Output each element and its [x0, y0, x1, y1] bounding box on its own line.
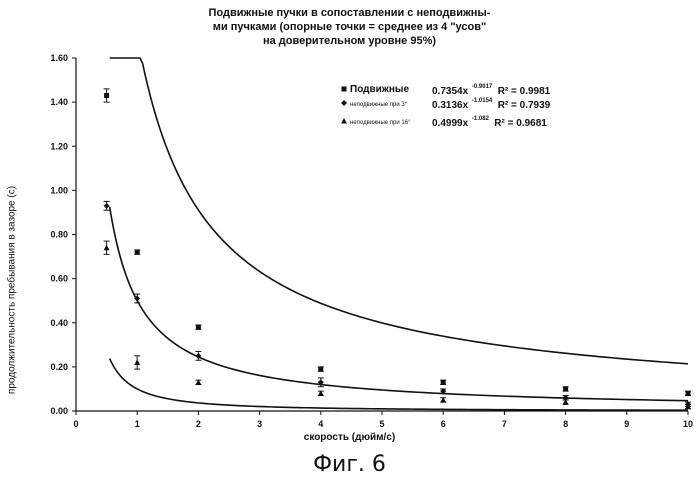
data-point-square: [441, 380, 446, 385]
legend-equation: 0.4999x: [432, 118, 469, 129]
y-tick-label: 1.00: [50, 185, 68, 195]
data-point-square: [563, 386, 568, 391]
legend-marker-square: [342, 87, 347, 92]
legend-label: Подвижные: [350, 84, 409, 95]
legend-equation: 0.7354x: [432, 86, 469, 97]
x-tick-label: 9: [624, 419, 629, 429]
y-tick-label: 0.80: [50, 230, 68, 240]
legend-exponent: -0.9017: [472, 84, 493, 90]
x-tick-label: 3: [257, 419, 262, 429]
y-tick-label: 0.00: [50, 406, 68, 416]
legend-exponent: -1.082: [472, 116, 490, 122]
data-point-square: [196, 325, 201, 330]
y-tick-label: 0.20: [50, 362, 68, 372]
data-point-square: [135, 250, 140, 255]
legend-r2: R² = 0.9681: [494, 118, 547, 129]
x-tick-label: 8: [563, 419, 568, 429]
y-tick-label: 0.60: [50, 274, 68, 284]
legend-r2: R² = 0.9981: [498, 86, 551, 97]
y-tick-label: 1.20: [50, 141, 68, 151]
legend-equation: 0.3136x: [432, 100, 469, 111]
x-tick-label: 7: [502, 419, 507, 429]
x-tick-label: 10: [683, 419, 693, 429]
x-tick-label: 6: [441, 419, 446, 429]
legend-marker-diamond: [341, 100, 347, 106]
y-tick-label: 0.40: [50, 318, 68, 328]
legend-exponent: -1.0154: [472, 98, 493, 104]
data-point-square: [318, 367, 323, 372]
data-point-square: [104, 93, 109, 98]
y-tick-label: 1.60: [50, 53, 68, 63]
y-tick-label: 1.40: [50, 97, 68, 107]
data-point-triangle: [104, 245, 110, 251]
x-tick-label: 2: [196, 419, 201, 429]
x-tick-label: 0: [73, 419, 78, 429]
fit-curve-2: [110, 207, 688, 401]
data-point-diamond: [104, 203, 110, 209]
data-point-square: [686, 391, 691, 396]
legend-marker-triangle: [341, 118, 347, 124]
x-tick-label: 5: [379, 419, 384, 429]
legend-r2: R² = 0.7939: [498, 100, 551, 111]
legend-label: неподвижные при 16°: [350, 120, 411, 126]
x-tick-label: 1: [135, 419, 140, 429]
legend-label: неподвижные при 3°: [350, 102, 408, 108]
data-point-triangle: [134, 359, 140, 365]
x-tick-label: 4: [318, 419, 323, 429]
